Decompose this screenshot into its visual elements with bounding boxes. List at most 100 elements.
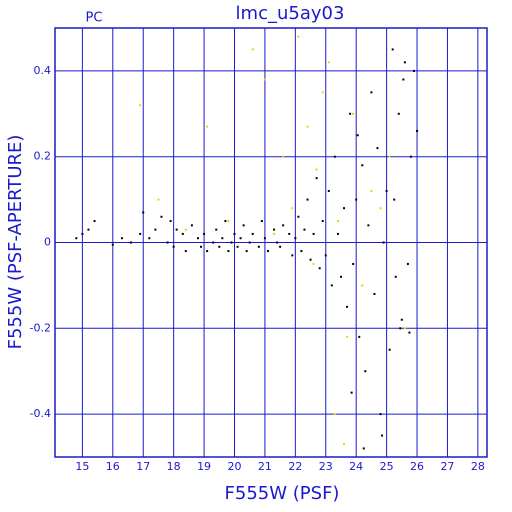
x-tick-label: 25 <box>380 460 394 473</box>
point <box>327 61 330 64</box>
point <box>297 215 300 218</box>
y-tick-label: 0.4 <box>34 64 52 77</box>
point <box>215 228 218 231</box>
point <box>221 237 224 240</box>
point <box>306 198 309 201</box>
point <box>315 177 318 180</box>
point <box>315 168 318 171</box>
point <box>381 434 384 437</box>
point <box>312 262 315 265</box>
y-tick-label: -0.2 <box>30 321 51 334</box>
x-tick-label: 16 <box>106 460 120 473</box>
point <box>288 232 291 235</box>
point <box>248 241 251 244</box>
x-tick-label: 21 <box>258 460 272 473</box>
point <box>75 237 78 240</box>
point <box>367 224 370 227</box>
point <box>336 232 339 235</box>
point <box>236 245 239 248</box>
point <box>403 61 406 64</box>
point <box>233 232 236 235</box>
x-axis-label: F555W (PSF) <box>225 483 340 504</box>
point <box>397 112 400 115</box>
point <box>388 155 391 158</box>
point <box>409 155 412 158</box>
point <box>200 245 203 248</box>
point <box>370 91 373 94</box>
point <box>181 232 184 235</box>
point <box>416 129 419 132</box>
point <box>160 215 163 218</box>
point <box>321 220 324 223</box>
y-tick-label: -0.4 <box>30 407 51 420</box>
x-tick-label: 15 <box>75 460 89 473</box>
point <box>190 224 193 227</box>
y-tick-label: 0.2 <box>34 150 52 163</box>
point <box>157 198 160 201</box>
point <box>379 413 382 416</box>
y-tick-label: 0 <box>44 236 51 249</box>
x-tick-label: 24 <box>349 460 363 473</box>
point <box>362 447 365 450</box>
point <box>361 284 364 287</box>
point <box>282 224 285 227</box>
point <box>364 370 367 373</box>
point <box>350 391 353 394</box>
annotation: PC <box>86 11 103 26</box>
point <box>306 125 309 128</box>
point <box>393 198 396 201</box>
point <box>263 78 266 81</box>
x-tick-label: 23 <box>319 460 333 473</box>
point <box>327 190 330 193</box>
point <box>361 164 364 167</box>
point <box>184 228 187 231</box>
x-tick-label: 27 <box>440 460 454 473</box>
point <box>93 220 96 223</box>
point <box>212 241 215 244</box>
point <box>154 228 157 231</box>
point <box>169 220 172 223</box>
point <box>294 237 297 240</box>
x-tick-label: 17 <box>136 460 150 473</box>
point <box>333 413 336 416</box>
point <box>346 305 349 308</box>
point <box>227 220 230 223</box>
point <box>291 207 294 210</box>
point <box>339 275 342 278</box>
point <box>382 241 385 244</box>
point <box>206 250 209 253</box>
point <box>242 224 245 227</box>
x-tick-label: 18 <box>167 460 181 473</box>
point <box>87 228 90 231</box>
point <box>330 284 333 287</box>
point <box>172 245 175 248</box>
point <box>370 190 373 193</box>
point <box>282 155 285 158</box>
point <box>175 228 178 231</box>
point <box>399 327 402 330</box>
point <box>139 104 142 107</box>
point <box>139 232 142 235</box>
point <box>324 254 327 257</box>
point <box>196 237 199 240</box>
point <box>273 228 276 231</box>
point <box>266 250 269 253</box>
point <box>379 207 382 210</box>
point <box>206 125 209 128</box>
point <box>352 262 355 265</box>
x-tick-label: 26 <box>410 460 424 473</box>
point <box>356 134 359 137</box>
point <box>391 48 394 51</box>
point <box>408 331 411 334</box>
point <box>203 232 206 235</box>
point <box>148 237 151 240</box>
point <box>333 155 336 158</box>
point <box>245 250 248 253</box>
point <box>336 220 339 223</box>
point <box>300 250 303 253</box>
point <box>218 245 221 248</box>
point <box>406 262 409 265</box>
point <box>303 228 306 231</box>
point <box>224 220 227 223</box>
